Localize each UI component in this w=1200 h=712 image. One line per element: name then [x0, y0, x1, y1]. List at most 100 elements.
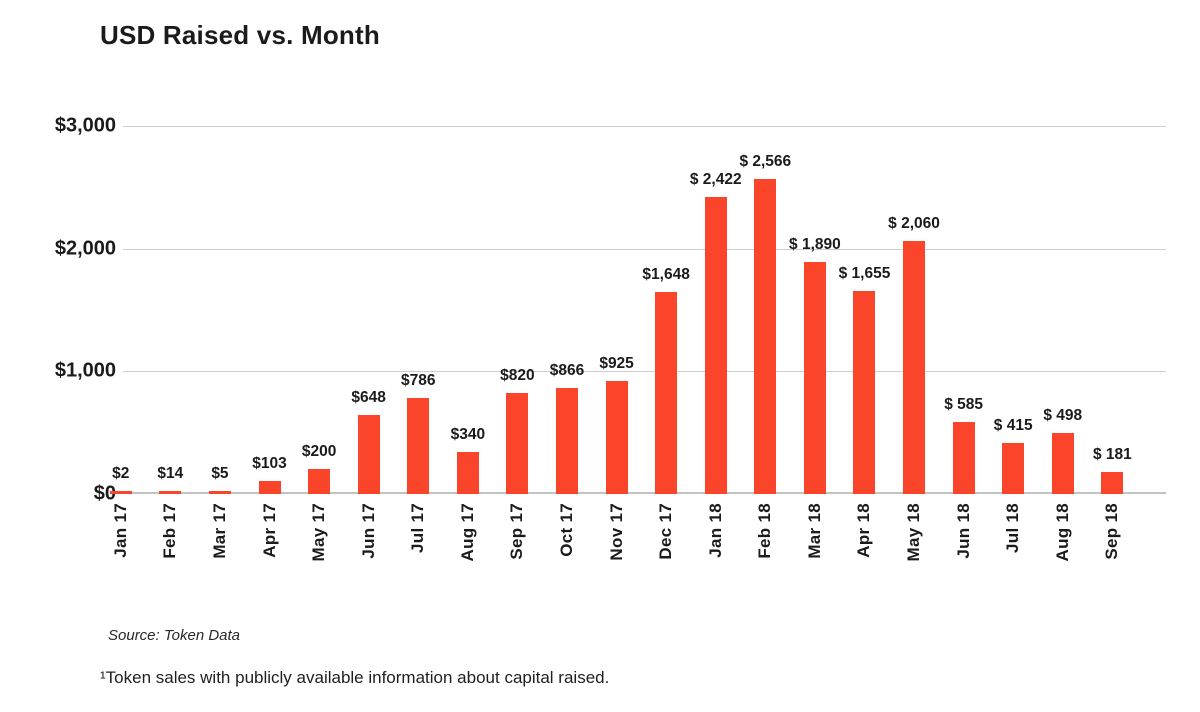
gridline: [123, 126, 1166, 127]
source-note: Source: Token Data: [108, 627, 241, 644]
footnote: ¹Token sales with publicly available inf…: [100, 668, 610, 687]
x-axis: Jan 17 Feb 17 Mar 17 Apr 17 May 17 Jun 17 Jul …: [96, 503, 1137, 603]
x-tick: Mar 17: [195, 503, 245, 603]
y-tick-label: $2,000: [54, 237, 116, 260]
bar-value-label: $1,648: [642, 265, 690, 283]
bar: [357, 414, 380, 494]
bar: [605, 380, 628, 494]
bar-slot: $ 1,655: [838, 126, 891, 494]
bar-value-label: $ 415: [993, 417, 1033, 435]
bar-slot: $ 415: [988, 126, 1038, 494]
bar-slot: $820: [493, 126, 543, 494]
bar-value-label: $ 1,655: [838, 265, 891, 282]
bar-slot: $5: [195, 126, 245, 494]
x-tick: Aug 17: [443, 503, 493, 603]
bar-value-label: $200: [301, 443, 337, 461]
bar-slot: $648: [344, 126, 394, 494]
x-tick: Mar 18: [790, 503, 840, 603]
x-tick: May 18: [889, 503, 939, 603]
bar: [1002, 443, 1025, 494]
bar-slot: $ 585: [939, 126, 989, 494]
bar-slot: $ 2,060: [888, 126, 940, 494]
x-tick-label: May 18: [904, 503, 924, 562]
x-tick: Jan 18: [691, 503, 741, 603]
x-tick-label: Jun 18: [953, 503, 973, 559]
bar-slot: $200: [294, 126, 344, 494]
bar: [655, 291, 678, 494]
bar-slot: $ 1,890: [789, 126, 841, 494]
y-axis: $0 $1,000 $2,000 $3,000: [0, 115, 116, 505]
x-tick-label: Feb 17: [160, 503, 180, 559]
bar-value-label: $ 2,422: [689, 170, 742, 188]
x-tick: Apr 18: [840, 503, 890, 603]
y-tick-label: $1,000: [54, 359, 116, 382]
bar-slot: $ 498: [1038, 126, 1088, 494]
bar-value-label: $ 181: [1092, 445, 1132, 463]
bar-series: $2 $14 $5 $103 $200 $648 $786 $340 $820 $866 $925 $…: [96, 126, 1137, 494]
bar: [903, 241, 926, 494]
bar: [456, 452, 479, 494]
plot-area: [123, 126, 1166, 494]
bar: [208, 491, 231, 494]
x-tick-label: Sep 17: [507, 503, 527, 560]
x-tick-label: Feb 18: [755, 503, 775, 559]
bar-slot: $786: [393, 126, 443, 494]
x-tick-label: Dec 17: [656, 503, 676, 560]
x-tick-label: Apr 17: [259, 503, 279, 558]
x-tick: Jun 18: [939, 503, 989, 603]
bar: [1101, 471, 1124, 494]
x-tick-label: Sep 18: [1102, 503, 1122, 560]
bar-slot: $ 2,566: [739, 126, 792, 494]
x-tick-label: Nov 17: [606, 503, 626, 561]
x-tick-label: May 17: [309, 503, 329, 562]
chart-title: USD Raised vs. Month: [100, 20, 380, 50]
x-tick: Nov 17: [592, 503, 642, 603]
x-tick-label: Jan 17: [110, 503, 130, 558]
x-tick-label: Jul 18: [1003, 503, 1023, 553]
bar-value-label: $2: [112, 465, 130, 482]
bar: [704, 196, 727, 494]
bar-value-label: $340: [450, 426, 486, 444]
x-tick: Aug 18: [1038, 503, 1088, 603]
x-tick: Dec 17: [641, 503, 691, 603]
bar: [506, 393, 529, 494]
bar: [1051, 432, 1074, 494]
bar: [803, 262, 826, 494]
bar-value-label: $ 1,890: [789, 236, 841, 254]
bar-slot: $ 181: [1088, 126, 1138, 494]
bar: [407, 397, 430, 494]
x-tick: Feb 17: [146, 503, 196, 603]
bar: [109, 491, 132, 494]
bar-slot: $103: [245, 126, 295, 494]
bar-value-label: $820: [500, 367, 535, 385]
x-tick: Oct 17: [542, 503, 592, 603]
bar-value-label: $ 2,060: [888, 215, 940, 233]
bar-value-label: $14: [157, 465, 184, 482]
bar-slot: $2: [96, 126, 146, 494]
bar: [853, 291, 876, 494]
bar-slot: $14: [146, 126, 196, 494]
x-tick: Sep 18: [1088, 503, 1138, 603]
x-tick-label: Oct 17: [556, 503, 576, 557]
x-tick: Jun 17: [344, 503, 394, 603]
gridline: [123, 371, 1166, 373]
bar-value-label: $103: [252, 455, 287, 473]
x-tick-label: Jul 17: [408, 503, 428, 553]
bar-value-label: $ 498: [1043, 406, 1083, 424]
x-tick-label: Aug 17: [457, 503, 477, 562]
bar-value-label: $866: [549, 361, 585, 379]
y-tick-label: $0: [93, 482, 116, 505]
bar-slot: $925: [592, 126, 642, 494]
bar-slot: $ 2,422: [689, 126, 742, 494]
x-tick-label: Mar 18: [804, 503, 824, 559]
x-tick: Jan 17: [96, 503, 146, 603]
bar-value-label: $925: [599, 354, 634, 372]
x-tick: Feb 18: [741, 503, 791, 603]
y-tick-label: $3,000: [54, 114, 116, 137]
bar: [258, 481, 281, 494]
gridline: [123, 248, 1166, 250]
bar-value-label: $ 2,566: [739, 153, 792, 171]
bar: [754, 179, 777, 494]
x-tick-label: Jan 18: [705, 503, 725, 558]
